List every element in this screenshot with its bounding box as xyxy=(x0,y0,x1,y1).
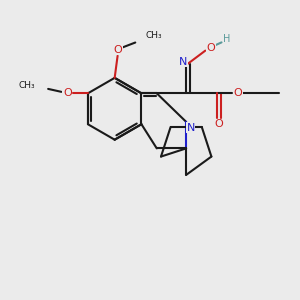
Text: O: O xyxy=(206,43,215,53)
Text: H: H xyxy=(223,34,230,44)
Text: O: O xyxy=(113,45,122,55)
Text: CH₃: CH₃ xyxy=(18,82,35,91)
Text: N: N xyxy=(186,123,195,133)
Text: CH₃: CH₃ xyxy=(146,31,162,40)
Text: O: O xyxy=(214,119,223,129)
Text: O: O xyxy=(63,88,72,98)
Text: O: O xyxy=(233,88,242,98)
Text: N: N xyxy=(179,56,188,67)
